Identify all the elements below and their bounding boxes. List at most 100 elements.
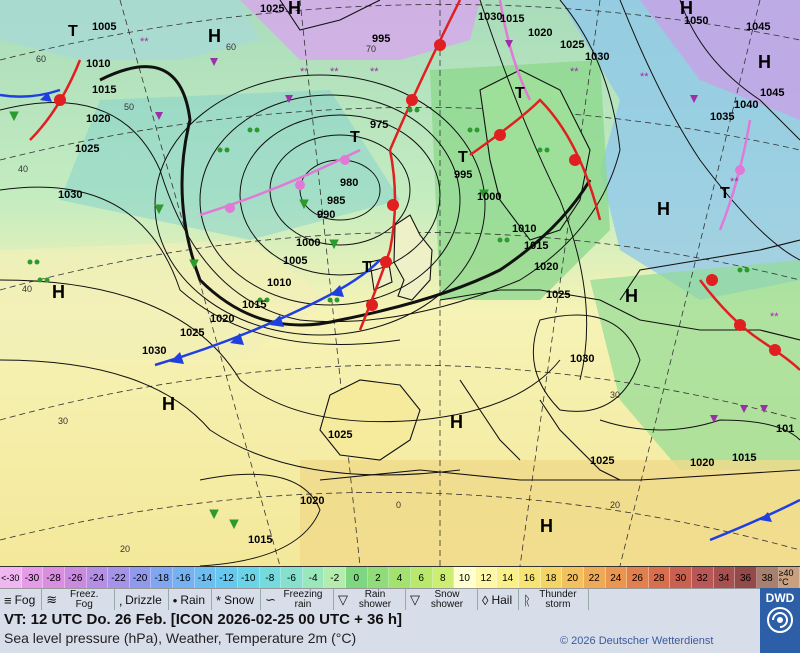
high-label: H bbox=[540, 516, 553, 536]
legend-symbol-label: Thunder storm bbox=[539, 589, 577, 610]
legend-cell: 2 bbox=[367, 567, 390, 589]
isobar-label: 980 bbox=[340, 177, 358, 189]
thunderstorm-icon: ᚱ bbox=[523, 592, 531, 608]
dwd-logo-text: DWD bbox=[765, 591, 795, 605]
high-label: H bbox=[680, 0, 693, 18]
info-panel: VT: 12 UTC Do. 26 Feb. [ICON 2026-02-25 … bbox=[0, 610, 800, 653]
high-label: H bbox=[450, 412, 463, 432]
legend-cell: -20 bbox=[129, 567, 152, 589]
legend-symbol: ‚ Drizzle bbox=[115, 589, 169, 611]
isobar-label: 1020 bbox=[690, 457, 714, 469]
temperature-legend: <-30 -30 -28 -26 -24 -22 -20 -18 -16 -14 -12 -10 -8-… bbox=[0, 566, 800, 589]
pressure-systems: H H H H H H H H H H T T T T T T bbox=[52, 0, 771, 536]
cold-zone-north bbox=[240, 0, 480, 60]
isobar-label: 1035 bbox=[710, 111, 734, 123]
lat-label: 60 bbox=[36, 54, 46, 64]
legend-cell: -6 bbox=[281, 567, 303, 589]
svg-text:**: ** bbox=[730, 176, 739, 188]
freezing-fog-icon: ≋ bbox=[46, 592, 58, 607]
legend-cell: -16 bbox=[173, 567, 195, 589]
svg-text:**: ** bbox=[370, 66, 379, 78]
lat-label: 70 bbox=[366, 44, 376, 54]
dwd-logo: DWD bbox=[760, 588, 800, 653]
legend-cell: 12 bbox=[475, 567, 498, 589]
isobar-label: 1030 bbox=[585, 51, 609, 63]
isobar-label: 1045 bbox=[760, 87, 784, 99]
legend-cell: -4 bbox=[302, 567, 325, 589]
svg-text:**: ** bbox=[770, 311, 779, 323]
lat-label: 60 bbox=[226, 42, 236, 52]
high-label: H bbox=[657, 199, 670, 219]
legend-symbol-label: Rain shower bbox=[358, 589, 392, 610]
low-label: T bbox=[458, 149, 468, 166]
legend-cell: 20 bbox=[562, 567, 584, 589]
legend-cell: 6 bbox=[410, 567, 433, 589]
legend-cell: 28 bbox=[648, 567, 671, 589]
isobar-label: 1010 bbox=[512, 223, 536, 235]
isobar-label: 985 bbox=[327, 195, 345, 207]
legend-cell: 0 bbox=[346, 567, 368, 589]
drizzle-icon: ‚ bbox=[119, 592, 123, 608]
isobar-label: 1020 bbox=[86, 113, 110, 125]
legend-cell: -12 bbox=[216, 567, 238, 589]
copyright: © 2026 Deutscher Wetterdienst bbox=[560, 635, 714, 647]
high-label: H bbox=[625, 286, 638, 306]
legend-symbol: ᚱ Thunder storm bbox=[519, 589, 589, 611]
isobar-label: 1025 bbox=[590, 455, 614, 467]
legend-cell: 10 bbox=[454, 567, 476, 589]
svg-text:**: ** bbox=[300, 66, 309, 78]
isobar-label: 995 bbox=[372, 33, 390, 45]
legend-symbol: * Snow bbox=[212, 589, 262, 611]
legend-symbol-label: Snow bbox=[224, 593, 255, 607]
legend-symbol: ∽ Freezing rain bbox=[261, 589, 334, 611]
legend-cell: 26 bbox=[627, 567, 649, 589]
isobar-label: 1005 bbox=[283, 255, 307, 267]
legend-cell: 34 bbox=[713, 567, 736, 589]
lat-label: 40 bbox=[22, 284, 32, 294]
legend-symbol-label: Fog bbox=[14, 593, 36, 607]
front-symbols bbox=[40, 39, 781, 522]
legend-symbol: ◊ Hail bbox=[478, 589, 520, 611]
lat-label: 20 bbox=[610, 500, 620, 510]
isobar-label: 1000 bbox=[296, 237, 320, 249]
east-europe-zone bbox=[590, 260, 800, 470]
snow-shower-icon: ▽ bbox=[410, 592, 420, 607]
legend-cell: -10 bbox=[237, 567, 260, 589]
weather-map: ** ** ** ** ** ** ** ** H H H H H H H H … bbox=[0, 0, 800, 566]
isobar-label: 975 bbox=[370, 119, 388, 131]
isobar-label: 1030 bbox=[570, 353, 594, 365]
legend-cell: 4 bbox=[389, 567, 411, 589]
isobar-label: 1015 bbox=[242, 299, 266, 311]
high-label: H bbox=[208, 26, 221, 46]
high-label: H bbox=[162, 394, 175, 414]
legend-cell: -8 bbox=[259, 567, 282, 589]
isobar-label: 1015 bbox=[92, 84, 116, 96]
rain-shower-icon: ▽ bbox=[338, 592, 348, 607]
rain-icon: • bbox=[172, 592, 178, 608]
weather-symbol-legend: ≡ Fog ≋ Freez. Fog ‚ Drizzle • Rain * Snow ∽ Freezi… bbox=[0, 588, 800, 611]
isobar-label: 1050 bbox=[684, 15, 708, 27]
lat-label: 0 bbox=[396, 500, 401, 510]
cool-zone-nw bbox=[0, 0, 260, 60]
isobar-label: 1030 bbox=[142, 345, 166, 357]
low-label: T bbox=[720, 185, 730, 202]
isobar-label: 1025 bbox=[75, 143, 99, 155]
lat-label: 50 bbox=[124, 102, 134, 112]
isobar-label: 1015 bbox=[524, 240, 548, 252]
isobar-label: 1015 bbox=[732, 452, 756, 464]
high-label: H bbox=[52, 282, 65, 302]
freezing-rain-icon: ∽ bbox=[265, 592, 276, 607]
occlusion-east bbox=[718, 119, 752, 231]
cyclone-zone bbox=[60, 90, 400, 240]
legend-symbol: ≡ Fog bbox=[0, 589, 43, 611]
fog-icon: ≡ bbox=[4, 592, 12, 608]
legend-symbol-label: Rain bbox=[180, 593, 205, 607]
warm-front-north bbox=[388, 0, 462, 151]
legend-symbol-label: Freezing rain bbox=[283, 589, 323, 610]
warm-front-east bbox=[699, 279, 800, 371]
high-label: H bbox=[288, 0, 301, 18]
cold-front-south bbox=[709, 498, 800, 542]
lat-label: 20 bbox=[120, 544, 130, 554]
isobar-label: 1010 bbox=[267, 277, 291, 289]
